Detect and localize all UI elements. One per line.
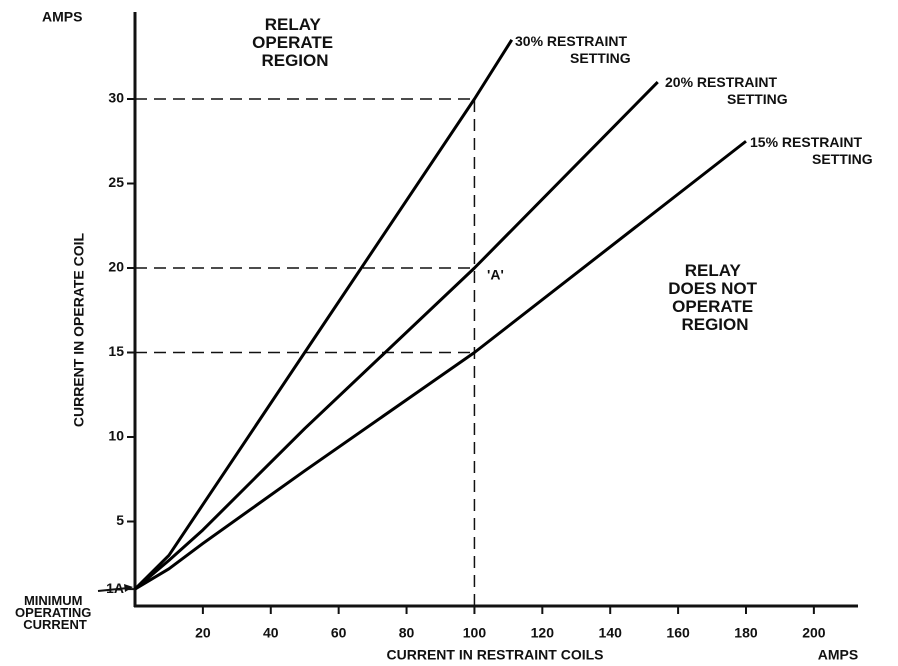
- x-tick-label: 40: [263, 625, 279, 641]
- y-tick-label: 25: [108, 174, 124, 190]
- min-label: MINIMUM OPERATING CURRENT: [15, 593, 95, 632]
- x-tick-label: 100: [463, 625, 487, 641]
- pointer-arrow: [97, 587, 129, 592]
- region-label: RELAY OPERATE REGION: [252, 15, 338, 70]
- y-tick-label: 5: [116, 512, 124, 528]
- series-line: [134, 81, 659, 591]
- y-unit: AMPS: [42, 9, 82, 25]
- series-label: 20% RESTRAINT SETTING: [665, 74, 788, 107]
- series-label: 15% RESTRAINT SETTING: [750, 134, 873, 167]
- x-tick-label: 200: [802, 625, 826, 641]
- series-line: [133, 39, 514, 591]
- x-tick-label: 80: [399, 625, 415, 641]
- x-tick-label: 60: [331, 625, 347, 641]
- x-unit: AMPS: [818, 647, 858, 663]
- y-tick-label: 1A: [106, 580, 124, 596]
- x-tick-label: 160: [666, 625, 690, 641]
- x-axis-label: CURRENT IN RESTRAINT COILS: [387, 647, 604, 663]
- x-tick-label: 180: [734, 625, 758, 641]
- y-axis-label: CURRENT IN OPERATE COIL: [71, 232, 87, 427]
- x-tick-label: 140: [599, 625, 623, 641]
- y-tick-label: 10: [108, 428, 124, 444]
- y-tick-label: 20: [108, 259, 124, 275]
- region-label: RELAY DOES NOT OPERATE REGION: [668, 261, 762, 334]
- y-tick-label: 15: [108, 343, 124, 359]
- x-tick-label: 120: [531, 625, 555, 641]
- arrow-head: [124, 584, 133, 592]
- y-tick-label: 30: [108, 90, 124, 106]
- point-label: 'A': [487, 267, 504, 283]
- x-tick-label: 20: [195, 625, 211, 641]
- series-line: [134, 140, 747, 591]
- series-label: 30% RESTRAINT SETTING: [515, 33, 631, 66]
